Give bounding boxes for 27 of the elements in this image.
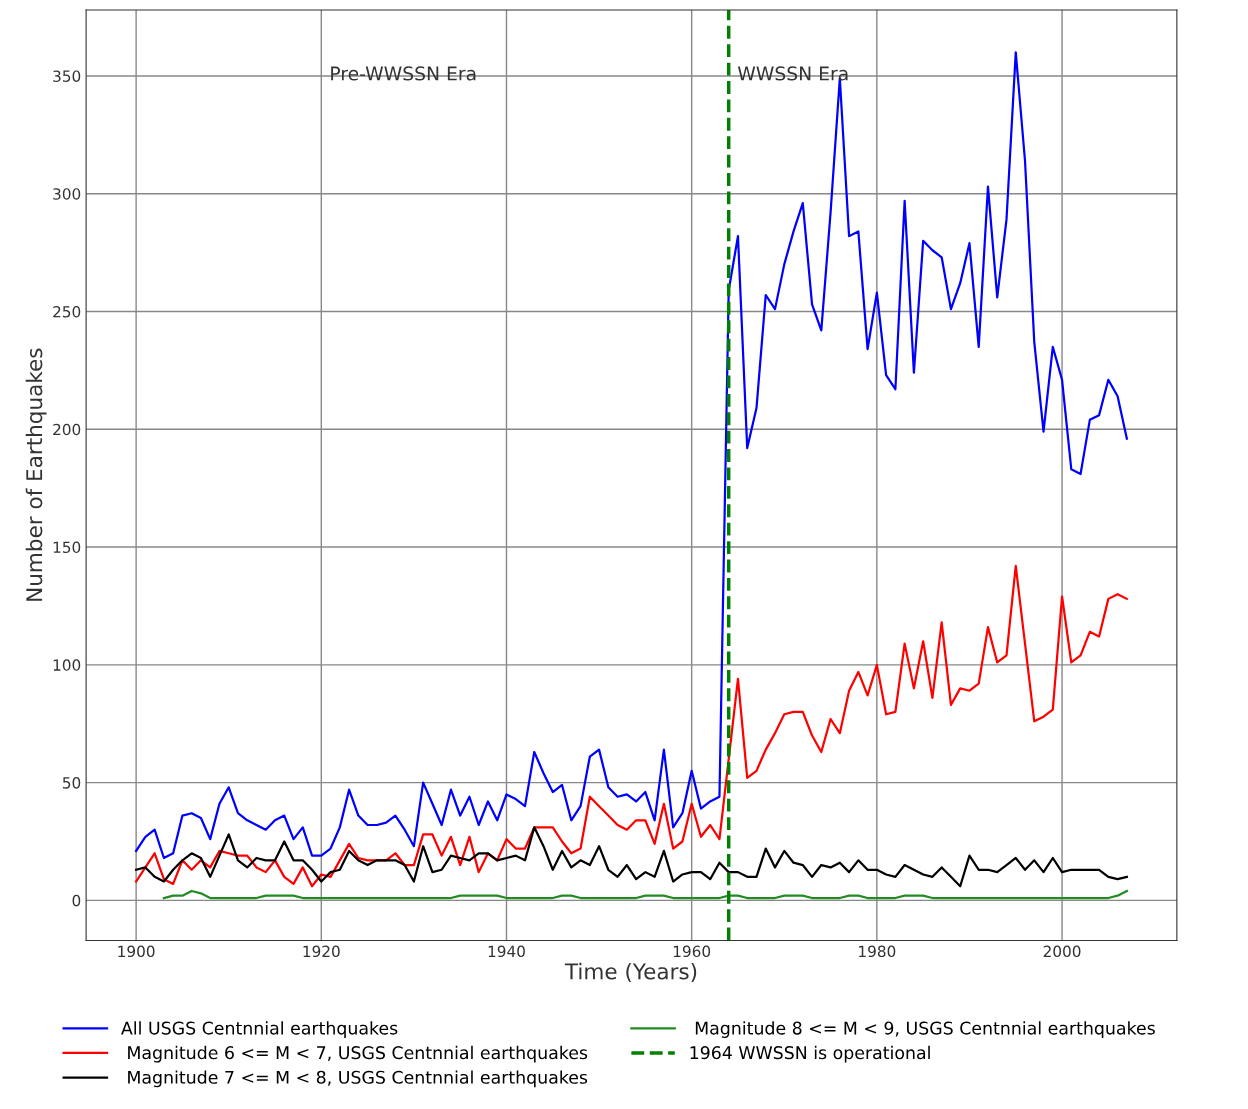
x-tick-label: 2000 [1043,945,1081,958]
y-tick-label: 100 [53,659,81,671]
line-series [135,564,1128,888]
y-tick-label: 250 [53,305,81,318]
line-series [135,826,1128,888]
y-tick-label: 200 [53,423,81,436]
y-tick-label: 50 [62,777,81,789]
y-axis-title: Number of Earthquakes [25,348,47,601]
x-tick-label: 1960 [673,945,711,958]
line-series [162,889,1128,900]
x-tick-label: 1980 [859,945,896,958]
legend-label: All USGS Centnnial earthquakes [121,1021,398,1038]
y-tick-label: 300 [53,188,81,200]
annotation: WWSSN Era [737,66,848,81]
y-tick-label: 0 [72,894,81,907]
y-tick-label: 350 [53,70,81,82]
x-tick-label: 1940 [488,945,525,958]
x-axis-title: Time (Years) [564,962,697,983]
x-tick-label: 1900 [118,945,155,958]
legend-label: 1964 WWSSN is operational [690,1045,930,1063]
legend-label: Magnitude 8 <= M < 9, USGS Centnnial earthquakes [695,1021,1155,1038]
line-series [135,51,1128,860]
x-tick-label: 1920 [303,945,340,958]
legend-label: Magnitude 7 <= M < 8, USGS Centnnial earthquakes [128,1070,588,1088]
legend-label: Magnitude 6 <= M < 7, USGS Centnnial earthquakes [128,1045,588,1063]
annotation: Pre-WWSSN Era [331,66,476,81]
y-tick-label: 150 [53,541,81,554]
